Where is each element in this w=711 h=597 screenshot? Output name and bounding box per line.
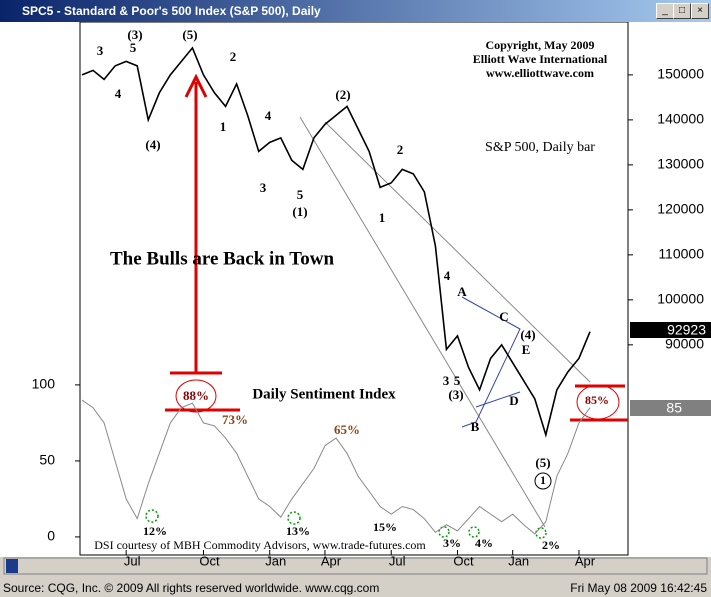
last-price-box [630,322,711,338]
annotation: 73% [222,412,248,427]
y-tick-label: 140000 [657,111,704,127]
low-circle [438,526,450,538]
annotation: www.elliottwave.com [486,66,594,80]
y-tick-label: 100000 [657,291,704,307]
annotation: 13% [286,524,310,538]
maximize-button[interactable]: □ [673,3,691,19]
y-tick-label: 90000 [665,336,704,352]
series-label: S&P 500, Daily bar [485,140,595,155]
x-tick-label: Oct [453,553,474,568]
annotation: 2% [542,538,560,552]
last-dsi-box [630,400,711,416]
series-label: Daily Sentiment Index [252,386,396,402]
plot-frame [79,22,629,556]
chart: 92923 85 S&P 500, Daily bar Daily Sentim… [0,22,711,575]
wave-circle [534,472,552,490]
y-tick-label: 0 [47,528,55,544]
highlight-circle [175,379,217,413]
title-bar: SPC5 - Standard & Poor's 500 Index (S&P … [0,0,711,22]
annotation: 4 [444,268,451,283]
x-tick-label: Jan [265,553,286,568]
channel-line [324,121,591,383]
annotation: 4% [475,536,493,550]
y-tick-label: 150000 [657,66,704,82]
low-circle [535,527,547,539]
annotation: 1 [220,119,227,134]
y-tick-label: 50 [39,452,55,468]
background [0,22,711,557]
x-tick-label: Apr [321,553,342,568]
low-circle [287,511,301,525]
status-source: Source: CQG, Inc. © 2009 All rights rese… [3,581,380,595]
annotation: B [471,419,480,434]
annotation: C [499,309,508,324]
y-tick-label: 120000 [657,201,704,217]
annotation: 1 [379,210,386,225]
annotation: 3 [97,43,104,58]
annotation: 3% [443,536,461,550]
scrollbar[interactable] [3,557,708,575]
y-tick-label: 130000 [657,156,704,172]
annotation: (5) [535,455,550,470]
annotation: (4) [520,327,535,342]
status-bar: Source: CQG, Inc. © 2009 All rights rese… [0,580,711,597]
annotation: (4) [145,137,160,152]
triangle-line [461,296,521,428]
annotation: A [457,284,467,299]
annotation: DSI courtesy of MBH Commodity Advisors, … [94,538,426,552]
low-circle [468,526,480,538]
annotation: 5 [130,40,137,55]
x-tick-label: Jul [124,553,141,568]
annotation: (5) [182,27,197,42]
annotation: 3 [260,180,267,195]
annotation: (3) [448,387,463,402]
annotation: 2 [397,142,404,157]
x-tick-label: Jul [389,553,406,568]
annotation: 4 [265,108,272,123]
x-tick-label: Oct [199,553,220,568]
annotation: 5 [454,373,461,388]
annotation: The Bulls are Back in Town [110,248,334,269]
status-time: Fri May 08 2009 16:42:45 [570,581,707,595]
highlight-circle [576,384,620,420]
annotation: (1) [292,204,307,219]
annotation: (3) [127,27,142,42]
series-line [81,399,591,535]
annotation: Elliott Wave International [473,52,608,66]
annotation: (2) [335,87,350,102]
low-circle [145,509,159,523]
close-button[interactable]: × [691,3,709,19]
annotation: 15% [373,520,397,534]
channel-line [299,116,546,528]
annotation: 1 [540,473,546,487]
last-price: 92923 [667,322,706,338]
window-title: SPC5 - Standard & Poor's 500 Index (S&P … [22,4,321,18]
y-tick-label: 110000 [658,246,704,262]
scroll-thumb[interactable] [6,559,18,573]
annotation: 65% [334,422,360,437]
annotation: E [522,342,531,357]
annotation: Copyright, May 2009 [486,38,595,52]
last-dsi: 85 [666,400,682,416]
annotation: 12% [143,524,167,538]
triangle-line [475,391,521,408]
annotation: 4 [115,86,122,101]
annotation: 88% [183,388,209,403]
annotation: 5 [297,187,304,202]
x-tick-label: Apr [575,553,596,568]
annotation: D [509,393,518,408]
annotation: 3 [443,373,450,388]
minimize-button[interactable]: _ [656,3,674,19]
annotation: 85% [585,393,609,407]
x-tick-label: Jan [508,553,529,568]
arrow-head [184,73,208,98]
annotation: 2 [230,49,237,64]
series-line [81,46,591,438]
y-tick-label: 100 [32,376,56,392]
